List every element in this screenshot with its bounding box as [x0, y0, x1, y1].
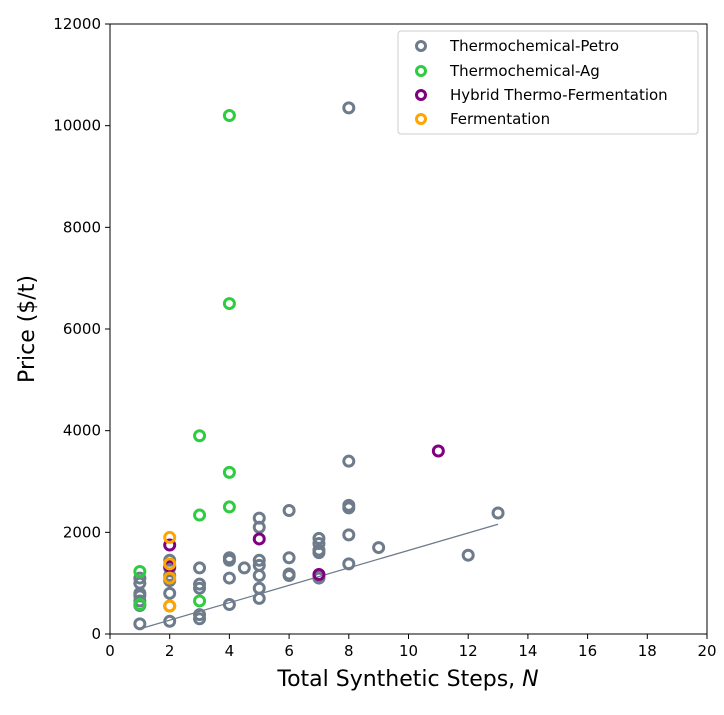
point-thermochemical-petro: [312, 537, 326, 551]
point-hybrid-thermo-fermentation: [163, 538, 177, 552]
x-tick-label: 10: [399, 642, 418, 660]
point-fermentation: [163, 599, 177, 613]
point-thermochemical-petro: [252, 511, 266, 525]
legend-marker-thermochemical-petro: [415, 40, 427, 52]
legend-entry-thermochemical-petro: Thermochemical-Petro: [449, 37, 619, 55]
legend: Thermochemical-Petro Thermochemical-Ag H…: [397, 30, 699, 135]
x-tick-label: 18: [638, 642, 657, 660]
legend-marker-thermochemical-ag: [415, 65, 427, 77]
x-tick-label: 12: [459, 642, 478, 660]
point-thermochemical-petro: [312, 531, 326, 545]
y-tick-label: 0: [91, 625, 101, 643]
point-thermochemical-petro: [163, 586, 177, 600]
point-thermochemical-ag: [193, 508, 207, 522]
point-thermochemical-ag: [193, 594, 207, 608]
y-tick-label: 6000: [63, 320, 101, 338]
point-thermochemical-petro: [222, 571, 236, 585]
legend-entry-fermentation: Fermentation: [450, 110, 550, 128]
y-tick-label: 8000: [63, 218, 101, 236]
legend-box: [397, 30, 699, 135]
y-tick-label: 10000: [53, 117, 101, 135]
point-thermochemical-petro: [342, 498, 356, 512]
point-thermochemical-petro: [163, 614, 177, 628]
axis-ticks: 0 2 4 6 8 10 12 14 16 18 20 0 2000 4000 6000 8000 10000 1…: [53, 15, 716, 660]
point-thermochemical-petro: [282, 503, 296, 517]
x-axis-label-text: Total Synthetic Steps,: [276, 667, 522, 692]
legend-marker-hybrid-thermo-fermentation: [415, 89, 427, 101]
point-thermochemical-petro: [312, 543, 326, 557]
point-thermochemical-petro: [222, 598, 236, 612]
x-tick-label: 4: [225, 642, 235, 660]
point-thermochemical-petro: [193, 577, 207, 591]
point-thermochemical-ag: [133, 564, 147, 578]
point-thermochemical-petro: [491, 506, 505, 520]
trendline: [139, 523, 499, 630]
point-hybrid-thermo-fermentation: [431, 444, 445, 458]
point-fermentation: [163, 571, 177, 585]
x-tick-label: 16: [578, 642, 597, 660]
x-axis-label-variable: N: [522, 667, 538, 692]
point-thermochemical-petro: [282, 551, 296, 565]
point-thermochemical-ag: [222, 297, 236, 311]
point-thermochemical-petro: [342, 454, 356, 468]
point-fermentation: [163, 530, 177, 544]
x-tick-label: 0: [105, 642, 115, 660]
point-thermochemical-petro: [342, 101, 356, 115]
x-tick-label: 6: [284, 642, 294, 660]
point-thermochemical-ag: [222, 500, 236, 514]
point-thermochemical-petro: [252, 558, 266, 572]
legend-entry-hybrid-thermo-fermentation: Hybrid Thermo-Fermentation: [450, 86, 668, 104]
point-thermochemical-ag: [133, 598, 147, 612]
point-thermochemical-petro: [222, 551, 236, 565]
point-thermochemical-petro: [282, 567, 296, 581]
x-tick-label: 14: [518, 642, 537, 660]
point-hybrid-thermo-fermentation: [252, 532, 266, 546]
point-thermochemical-petro: [252, 581, 266, 595]
point-thermochemical-petro: [372, 541, 386, 555]
y-tick-label: 2000: [63, 523, 101, 541]
point-thermochemical-petro: [133, 571, 147, 585]
point-hybrid-thermo-fermentation: [312, 568, 326, 582]
point-fermentation: [163, 557, 177, 571]
legend-marker-fermentation: [415, 113, 427, 125]
point-thermochemical-petro: [193, 608, 207, 622]
x-tick-label: 2: [165, 642, 175, 660]
point-thermochemical-petro: [133, 576, 147, 590]
x-tick-label: 20: [697, 642, 716, 660]
point-thermochemical-petro: [133, 617, 147, 631]
point-thermochemical-petro: [252, 591, 266, 605]
point-thermochemical-ag: [222, 109, 236, 122]
legend-entry-thermochemical-ag: Thermochemical-Ag: [449, 62, 600, 80]
point-thermochemical-petro: [342, 557, 356, 571]
point-thermochemical-petro: [252, 569, 266, 583]
point-thermochemical-petro: [237, 561, 251, 575]
plot-area: [133, 101, 505, 631]
point-thermochemical-petro: [193, 561, 207, 575]
point-thermochemical-ag: [193, 429, 207, 443]
point-thermochemical-petro: [252, 553, 266, 567]
y-tick-label: 4000: [63, 422, 101, 440]
point-thermochemical-petro: [342, 528, 356, 542]
point-thermochemical-ag: [222, 465, 236, 479]
x-tick-label: 8: [344, 642, 354, 660]
y-tick-label: 12000: [53, 15, 101, 33]
point-thermochemical-petro: [133, 586, 147, 600]
y-axis-label: Price ($/t): [15, 275, 40, 383]
point-thermochemical-petro: [461, 548, 475, 562]
x-axis-label: Total Synthetic Steps, N: [276, 667, 538, 692]
